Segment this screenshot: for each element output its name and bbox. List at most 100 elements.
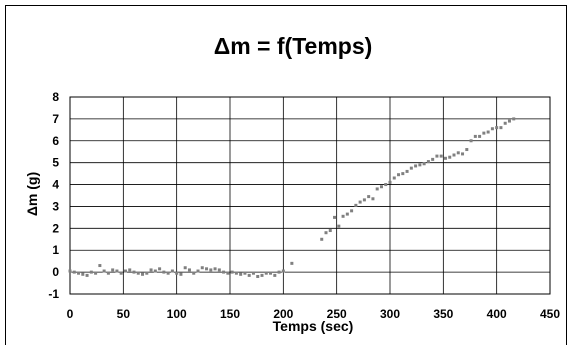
x-tick-label: 50 <box>117 307 131 321</box>
data-point <box>495 126 499 130</box>
data-point <box>456 151 460 155</box>
data-point <box>132 270 136 274</box>
data-point <box>482 131 486 135</box>
data-point <box>273 273 277 277</box>
data-point <box>503 121 507 125</box>
data-point <box>72 270 76 274</box>
data-point <box>341 214 345 218</box>
data-point <box>158 267 162 271</box>
data-point <box>443 156 447 160</box>
data-point <box>251 271 255 275</box>
x-tick-label: 100 <box>167 307 187 321</box>
data-point <box>234 271 238 275</box>
x-tick-label: 350 <box>433 307 453 321</box>
data-point <box>239 272 243 276</box>
y-tick-label: 7 <box>52 112 59 126</box>
data-point <box>119 271 123 275</box>
data-point <box>367 195 371 199</box>
data-point <box>153 269 157 273</box>
data-point <box>384 183 388 187</box>
data-point <box>187 268 191 272</box>
data-point <box>68 269 72 273</box>
data-point <box>77 271 81 275</box>
data-point <box>371 197 375 201</box>
data-point <box>379 185 383 189</box>
y-tick-label: 5 <box>52 156 59 170</box>
x-tick-label: 150 <box>220 307 240 321</box>
data-point <box>499 126 503 130</box>
data-point <box>94 271 98 275</box>
x-axis-label: Temps (sec) <box>273 318 354 334</box>
data-point <box>461 152 465 156</box>
data-point <box>392 176 396 180</box>
data-point <box>409 166 413 170</box>
data-point <box>354 203 358 207</box>
y-tick-label: 6 <box>52 134 59 148</box>
y-axis-label: Δm (g) <box>24 172 40 216</box>
data-point <box>162 270 166 274</box>
data-point <box>149 268 153 272</box>
data-points <box>68 117 516 278</box>
grid <box>69 96 551 295</box>
data-point <box>401 172 405 176</box>
data-point <box>256 274 260 278</box>
data-point <box>375 187 379 191</box>
data-point <box>243 271 247 275</box>
data-point <box>414 164 418 168</box>
data-point <box>260 273 264 277</box>
data-point <box>418 163 422 167</box>
data-point <box>123 269 127 273</box>
data-point <box>209 268 213 272</box>
data-point <box>290 261 294 265</box>
y-tick-label: 1 <box>52 243 59 257</box>
x-tick-label: 400 <box>487 307 507 321</box>
data-point <box>431 157 435 161</box>
data-point <box>179 272 183 276</box>
data-point <box>200 266 204 270</box>
data-point <box>328 229 332 233</box>
data-point <box>136 271 140 275</box>
y-tick-label: -1 <box>48 287 59 301</box>
y-tick-label: 3 <box>52 199 59 213</box>
data-point <box>478 134 482 138</box>
plot-area <box>69 96 551 295</box>
data-point <box>222 270 226 274</box>
data-point <box>426 160 430 164</box>
data-point <box>507 119 511 123</box>
y-tick-label: 0 <box>52 265 59 279</box>
data-point <box>264 271 268 275</box>
data-point <box>397 173 401 177</box>
data-point <box>337 224 341 228</box>
data-point <box>324 231 328 235</box>
data-point <box>512 117 516 121</box>
x-tick-label: 200 <box>273 307 293 321</box>
data-point <box>111 268 115 272</box>
x-tick-label: 250 <box>327 307 347 321</box>
y-tick-label: 4 <box>52 178 59 192</box>
data-point <box>102 269 106 273</box>
data-point <box>145 271 149 275</box>
data-point <box>226 271 230 275</box>
y-tick-label: 2 <box>52 221 59 235</box>
data-point <box>230 270 234 274</box>
chart-frame <box>5 5 567 345</box>
data-point <box>281 269 285 273</box>
data-point <box>89 270 93 274</box>
data-point <box>81 272 85 276</box>
data-point <box>452 153 456 157</box>
data-point <box>170 269 174 273</box>
data-point <box>350 209 354 213</box>
data-point <box>358 200 362 204</box>
data-point <box>196 269 200 273</box>
x-tick-label: 300 <box>380 307 400 321</box>
data-point <box>115 269 119 273</box>
data-point <box>128 268 132 272</box>
y-axis-ticks: -1 0 1 2 3 4 5 6 7 8 <box>48 90 59 301</box>
data-point <box>490 127 494 131</box>
data-point <box>465 148 469 152</box>
data-point <box>388 180 392 184</box>
data-point <box>320 237 324 241</box>
data-point <box>183 266 187 270</box>
x-axis-ticks: 0 50 100 150 200 250 300 350 400 450 <box>67 307 561 321</box>
